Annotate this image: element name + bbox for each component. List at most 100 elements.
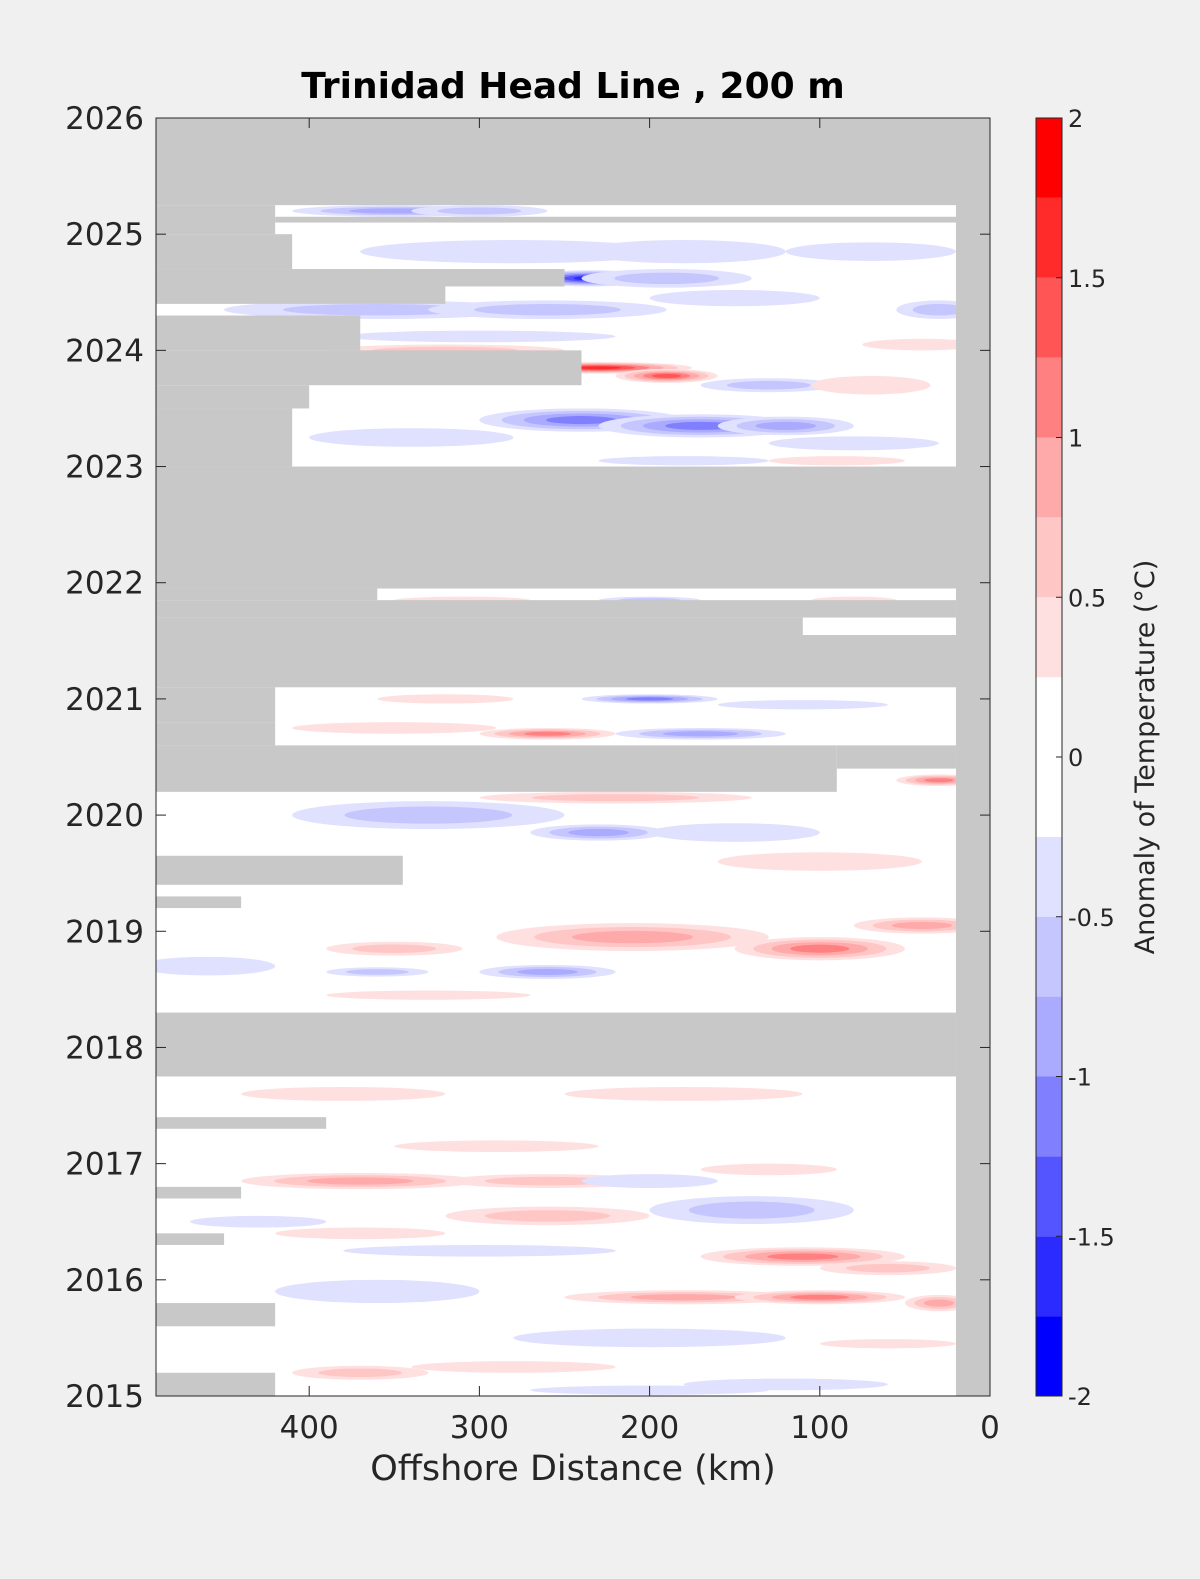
anomaly-cell: [479, 727, 616, 740]
no-data-band: [156, 118, 990, 206]
anomaly-contour: [517, 968, 578, 976]
anomaly-contour: [531, 794, 700, 802]
anomaly-cell: [853, 917, 990, 934]
anomaly-contour: [241, 1086, 446, 1101]
anomaly-cell: [734, 937, 905, 961]
no-data-band: [955, 118, 990, 1396]
anomaly-cell: [275, 1279, 480, 1304]
anomaly-cell: [326, 941, 463, 956]
anomaly-contour: [790, 944, 850, 953]
no-data-band: [156, 315, 361, 351]
y-tick-label: 2018: [65, 1030, 144, 1066]
anomaly-cell: [394, 1140, 599, 1153]
anomaly-cell: [377, 694, 514, 704]
anomaly-contour: [575, 366, 622, 370]
colorbar-segment: [1036, 836, 1062, 917]
anomaly-cell: [428, 300, 667, 319]
colorbar-tick-label: 1.5: [1068, 265, 1106, 293]
anomaly-contour: [568, 828, 629, 837]
anomaly-cell: [615, 368, 718, 383]
y-tick-label: 2022: [65, 566, 144, 602]
colorbar-segment: [1036, 757, 1062, 837]
x-tick-label: 0: [980, 1410, 1000, 1446]
anomaly-cell: [649, 289, 820, 307]
colorbar-tick-label: 2: [1068, 105, 1083, 133]
colorbar-tick-label: 1: [1068, 425, 1083, 453]
anomaly-cell: [768, 456, 905, 466]
anomaly-cell: [343, 330, 616, 343]
anomaly-contour: [625, 697, 674, 701]
anomaly-cell: [598, 456, 769, 466]
anomaly-contour: [484, 1176, 611, 1186]
y-tick-label: 2025: [65, 217, 144, 253]
colorbar-tick-label: -2: [1068, 1383, 1092, 1411]
no-data-band: [156, 234, 293, 270]
no-data-band: [156, 350, 582, 386]
anomaly-cell: [309, 428, 514, 447]
anomaly-cell: [326, 990, 531, 1000]
x-tick-label: 200: [620, 1410, 679, 1446]
anomaly-contour: [755, 421, 817, 431]
anomaly-contour: [845, 1263, 930, 1273]
colorbar-segment: [1036, 197, 1062, 278]
anomaly-cell: [717, 700, 888, 710]
no-data-band: [275, 216, 990, 223]
no-data-band: [156, 617, 803, 636]
anomaly-cell: [700, 378, 837, 393]
plot-area: [155, 117, 991, 1397]
anomaly-contour: [156, 956, 276, 976]
anomaly-contour: [717, 700, 888, 710]
anomaly-cell: [479, 791, 752, 804]
y-tick-label: 2026: [65, 101, 144, 137]
anomaly-contour: [665, 421, 737, 430]
no-data-band: [156, 385, 310, 409]
anomaly-contour: [768, 436, 939, 451]
anomaly-cell: [496, 923, 769, 952]
anomaly-cell: [241, 1172, 480, 1190]
anomaly-cell: [683, 1378, 888, 1391]
anomaly-contour: [790, 1294, 850, 1300]
anomaly-contour: [352, 944, 437, 953]
anomaly-contour: [513, 1328, 786, 1348]
colorbar-segment: [1036, 357, 1062, 438]
anomaly-cell: [734, 1290, 905, 1305]
no-data-band: [156, 722, 276, 746]
no-data-band: [156, 687, 276, 723]
anomaly-cell: [581, 1174, 718, 1189]
anomaly-contour: [924, 778, 954, 783]
anomaly-contour: [581, 239, 786, 264]
no-data-band: [156, 855, 403, 885]
colorbar-segment: [1036, 1076, 1062, 1157]
anomaly-contour: [309, 428, 514, 447]
anomaly-contour: [484, 1210, 611, 1222]
anomaly-cell: [717, 852, 922, 871]
anomaly-cell: [564, 1086, 803, 1101]
anomaly-contour: [190, 1215, 327, 1228]
anomaly-cell: [649, 1196, 854, 1225]
chart-title: Trinidad Head Line , 200 m: [301, 66, 844, 107]
anomaly-cell: [190, 1215, 327, 1228]
anomaly-contour: [343, 1244, 616, 1257]
x-tick-label: 100: [790, 1410, 849, 1446]
anomaly-contour: [767, 1253, 839, 1260]
no-data-band: [156, 588, 378, 601]
colorbar-tick-label: -0.5: [1068, 904, 1115, 932]
anomaly-contour: [649, 823, 820, 842]
anomaly-contour: [700, 1163, 837, 1176]
colorbar-segment: [1036, 1316, 1062, 1396]
anomaly-contour: [437, 207, 522, 215]
anomaly-contour: [282, 303, 472, 316]
anomaly-cell: [896, 774, 982, 787]
anomaly-contour: [523, 731, 572, 736]
anomaly-cell: [156, 956, 276, 976]
y-tick-label: 2016: [65, 1263, 144, 1299]
colorbar-segment: [1036, 277, 1062, 358]
colorbar-tick-label: -1: [1068, 1064, 1092, 1092]
y-tick-label: 2017: [65, 1147, 144, 1183]
y-tick-label: 2021: [65, 682, 144, 718]
anomaly-contour: [891, 921, 953, 930]
anomaly-contour: [326, 990, 531, 1000]
no-data-band: [156, 408, 293, 467]
anomaly-contour: [377, 694, 514, 704]
